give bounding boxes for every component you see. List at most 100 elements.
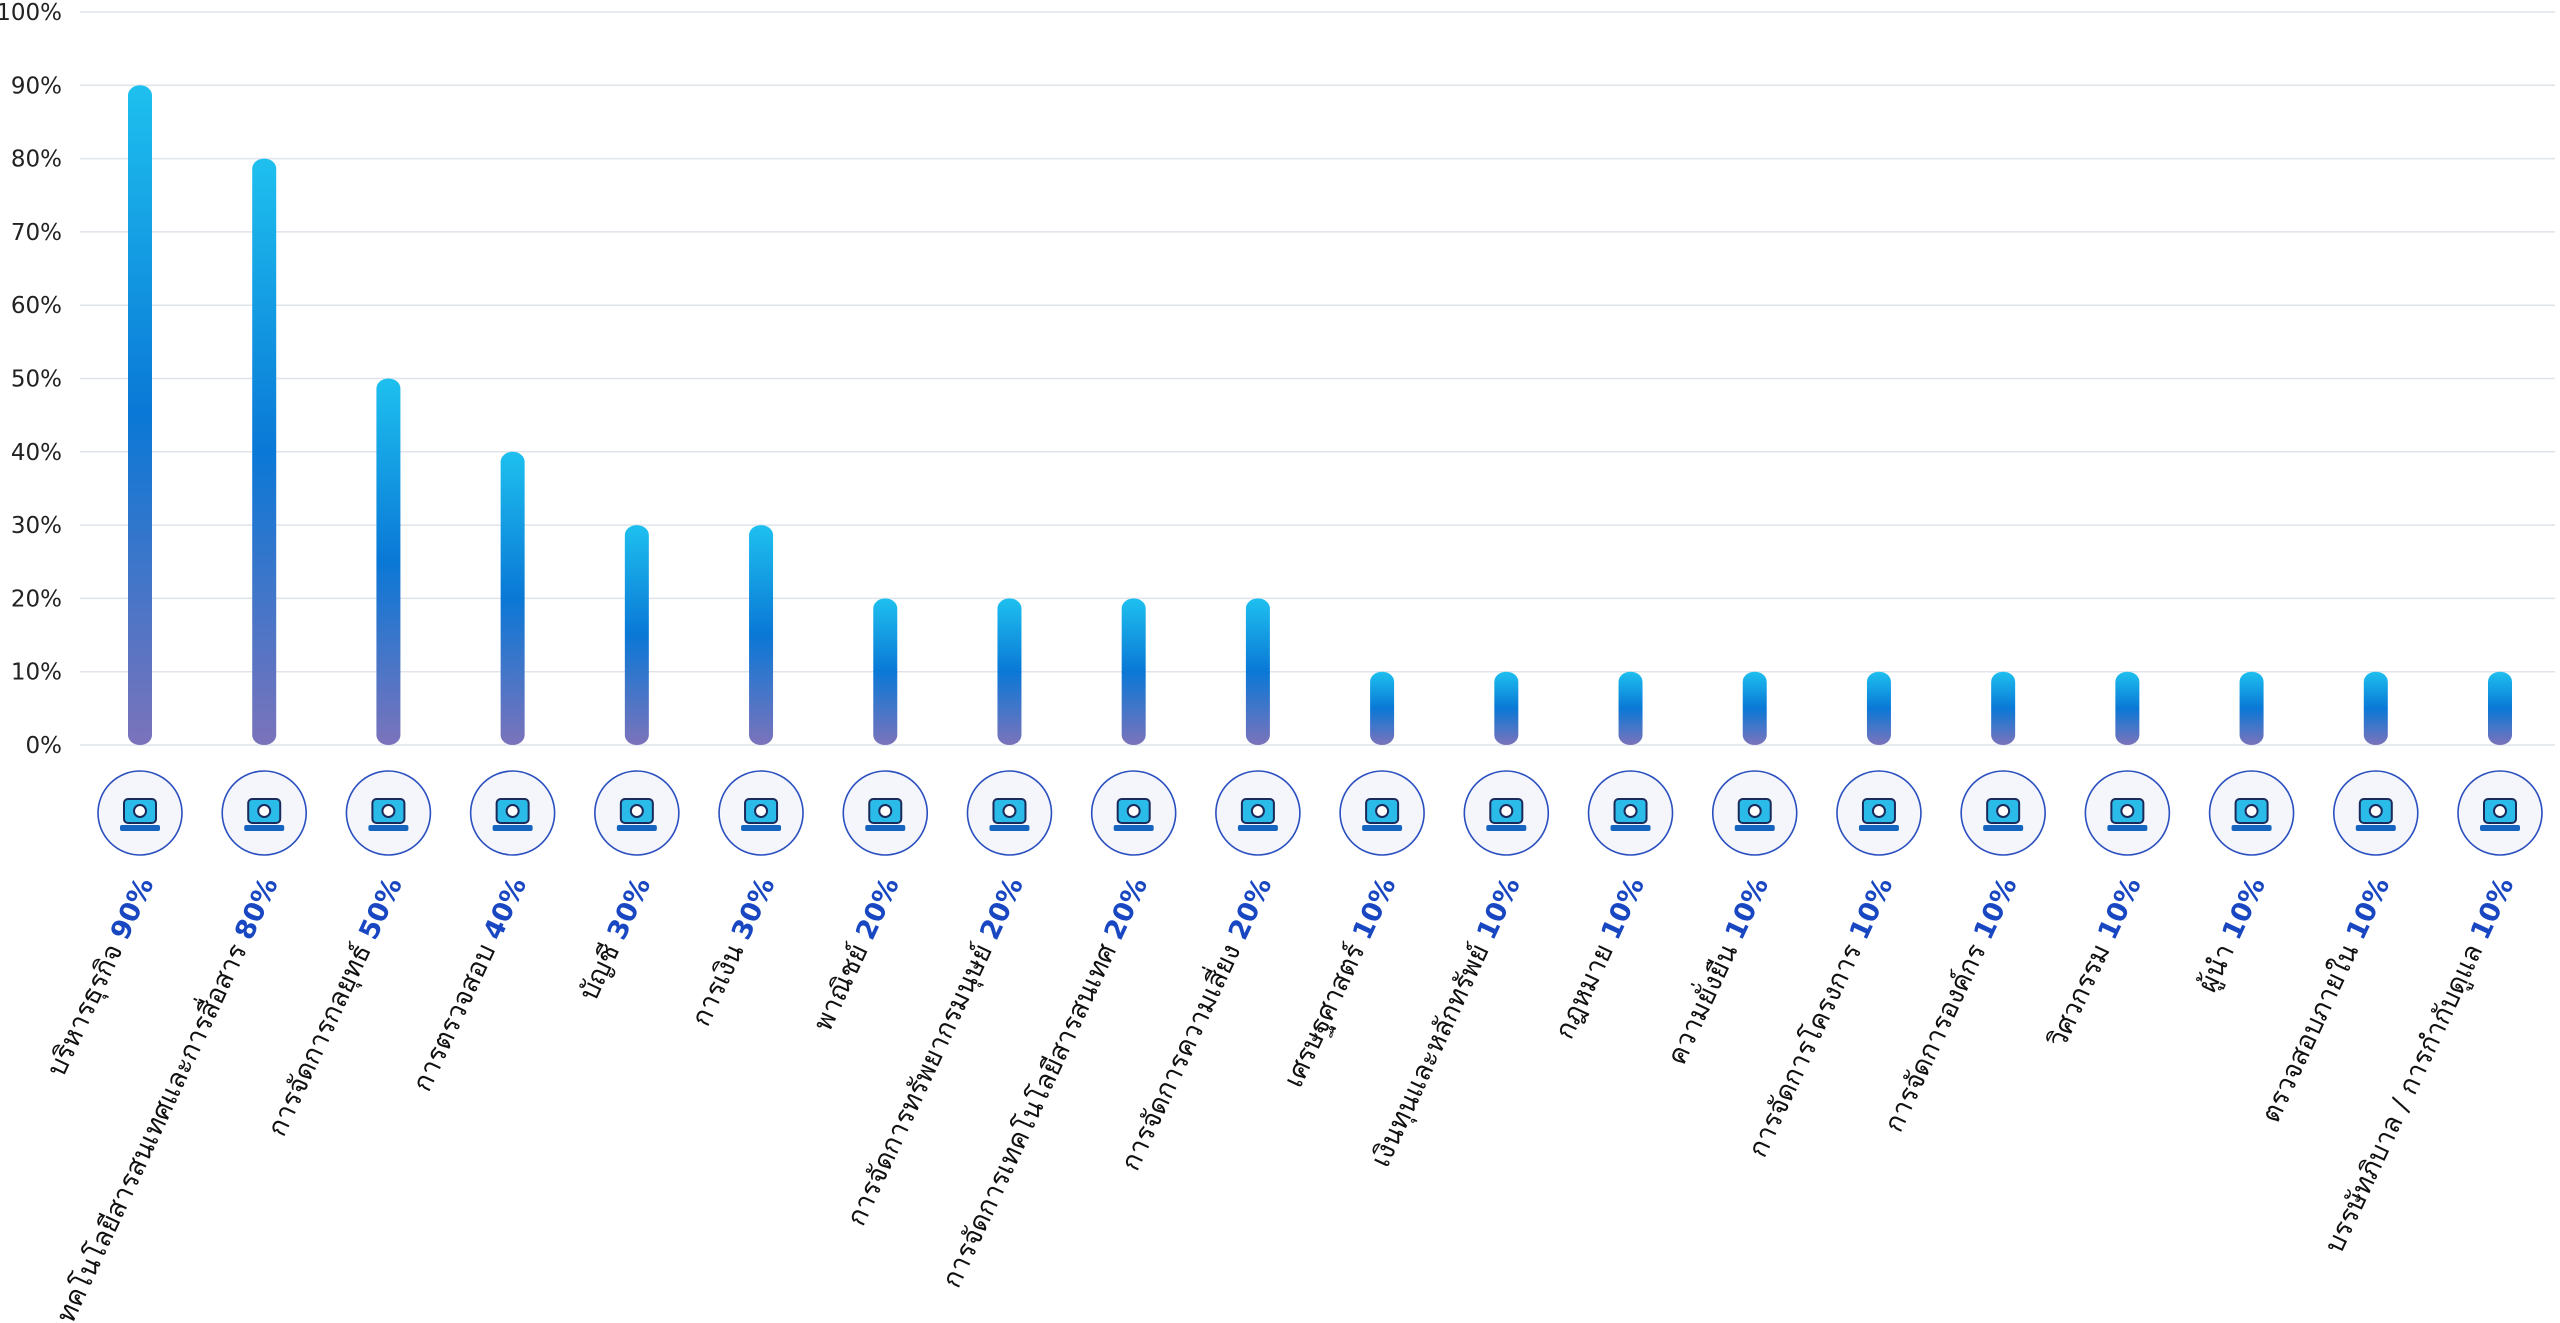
category-name: การจัดการโครงการ	[1742, 931, 1872, 1162]
value-label: 10%	[1720, 873, 1775, 945]
y-tick-label: 100%	[0, 0, 62, 26]
category-label: การเงิน 30%	[686, 873, 782, 1031]
category-name: การจัดการกลยุทธ์	[261, 931, 383, 1142]
tech-gear-person-icon	[1090, 770, 1177, 856]
category-label: เศรษฐศาสตร์ 10%	[1277, 872, 1402, 1092]
risk-balance-icon	[1215, 770, 1301, 856]
category-labels: บริหารธุรกิจ 90%เทคโนโลยีสารสนเทศและการส…	[41, 871, 2520, 1323]
value-label: 20%	[974, 873, 1029, 945]
money-stack-icon	[718, 770, 804, 856]
value-label: 10%	[1471, 873, 1526, 945]
bar	[2239, 671, 2264, 745]
bar	[500, 451, 525, 745]
office-building-icon	[1960, 770, 2046, 856]
category-name: การจัดการความเสี่ยง	[1111, 930, 1250, 1176]
y-tick-label: 40%	[11, 440, 62, 466]
category-label: บัญชี 30%	[573, 873, 657, 1005]
hands-earth-icon	[1711, 770, 1798, 856]
category-name: การเงิน	[686, 931, 754, 1031]
category-icons	[97, 770, 2543, 856]
value-label: 90%	[105, 873, 160, 945]
bar	[1245, 598, 1270, 745]
value-label: 40%	[478, 873, 533, 945]
category-label: เงินทุนและหลักทรัพย์ 10%	[1364, 872, 1527, 1172]
y-tick-label: 80%	[11, 147, 62, 173]
category-name: พาณิชย์	[807, 931, 879, 1036]
category-name: บริหารธุรกิจ	[41, 931, 134, 1081]
document-coin-icon	[1463, 770, 1550, 856]
category-label: ความยั่งยืน 10%	[1658, 871, 1775, 1069]
value-label: 10%	[1595, 873, 1650, 945]
bar	[1991, 671, 2016, 745]
value-label: 10%	[1347, 873, 1402, 945]
document-gear-icon	[1836, 770, 1922, 856]
bar	[1370, 671, 1395, 745]
value-label: 20%	[1099, 873, 1154, 945]
bar	[376, 378, 401, 745]
category-name: เทคโนโลยีสารสนเทศและการสื่อสาร	[43, 930, 257, 1323]
category-name: การตรวจสอบ	[407, 931, 506, 1096]
bar	[2488, 671, 2512, 745]
category-label: การตรวจสอบ 40%	[407, 873, 533, 1096]
category-name: บัญชี	[573, 931, 629, 1005]
calculator-invoice-icon	[594, 770, 680, 856]
bar	[1742, 671, 1767, 745]
scales-justice-icon	[1587, 770, 1674, 856]
hand-gear-icon	[97, 770, 183, 856]
category-label: การจัดการเทคโนโลยีสารสนเทศ 20%	[936, 873, 1154, 1293]
category-name: ตรวจสอบภายใน	[2255, 931, 2369, 1127]
clipboard-search-icon	[469, 770, 556, 856]
category-label: การจัดการโครงการ 10%	[1742, 873, 1899, 1162]
value-label: 30%	[726, 873, 781, 945]
store-building-icon	[842, 770, 929, 856]
globe-chart-icon	[1339, 770, 1425, 856]
bar	[2115, 671, 2140, 745]
government-building-icon	[2457, 770, 2543, 856]
bar	[128, 85, 152, 746]
category-label: ตรวจสอบภายใน 10%	[2255, 872, 2397, 1127]
category-name: กฎหมาย	[1549, 931, 1623, 1043]
category-label: เทคโนโลยีสารสนเทศและการสื่อสาร 80%	[43, 871, 285, 1323]
bar	[997, 598, 1022, 745]
bar	[624, 525, 649, 745]
category-label: การจัดการองค์กร 10%	[1877, 872, 2023, 1137]
value-label: 20%	[1223, 873, 1278, 945]
value-label: 50%	[353, 873, 408, 945]
y-tick-label: 60%	[11, 293, 62, 319]
value-label: 20%	[850, 873, 905, 945]
category-name: เศรษฐศาสตร์	[1277, 931, 1375, 1092]
y-tick-label: 10%	[11, 660, 62, 686]
category-name: วิศวกรรม	[2042, 931, 2120, 1052]
monitor-network-icon	[221, 770, 308, 856]
bar	[1866, 671, 1891, 745]
y-axis-ticks: 0% 10% 20% 30% 40% 50% 60% 70% 80% 90% 100%	[0, 0, 62, 759]
bar	[1121, 598, 1146, 745]
gear-magnifier-icon	[2332, 770, 2419, 856]
value-label: 10%	[1968, 873, 2023, 945]
value-label: 30%	[602, 873, 657, 945]
category-name: การจัดการองค์กร	[1877, 931, 1996, 1137]
gear-hand-icon	[345, 770, 432, 856]
y-tick-label: 90%	[11, 73, 62, 99]
y-tick-label: 70%	[11, 220, 62, 246]
value-label: 10%	[2092, 873, 2147, 945]
hardhat-gear-icon	[2084, 770, 2171, 856]
category-label: บริหารธุรกิจ 90%	[41, 873, 161, 1082]
y-tick-label: 20%	[11, 586, 62, 612]
bar	[252, 158, 277, 746]
y-tick-label: 30%	[11, 513, 62, 539]
value-label: 10%	[2465, 873, 2520, 945]
value-label: 10%	[2341, 873, 2396, 945]
climb-flag-icon	[2208, 770, 2295, 856]
bars	[128, 85, 2512, 746]
bar	[1618, 671, 1643, 745]
category-label: วิศวกรรม 10%	[2042, 873, 2148, 1053]
category-label: ผู้นำ 10%	[2192, 873, 2272, 997]
bar	[2363, 671, 2388, 745]
value-label: 80%	[229, 873, 284, 945]
org-chart-icon	[966, 770, 1053, 856]
category-name: ความยั่งยืน	[1658, 930, 1748, 1070]
bar	[1494, 671, 1519, 745]
grid-lines	[80, 11, 2555, 746]
